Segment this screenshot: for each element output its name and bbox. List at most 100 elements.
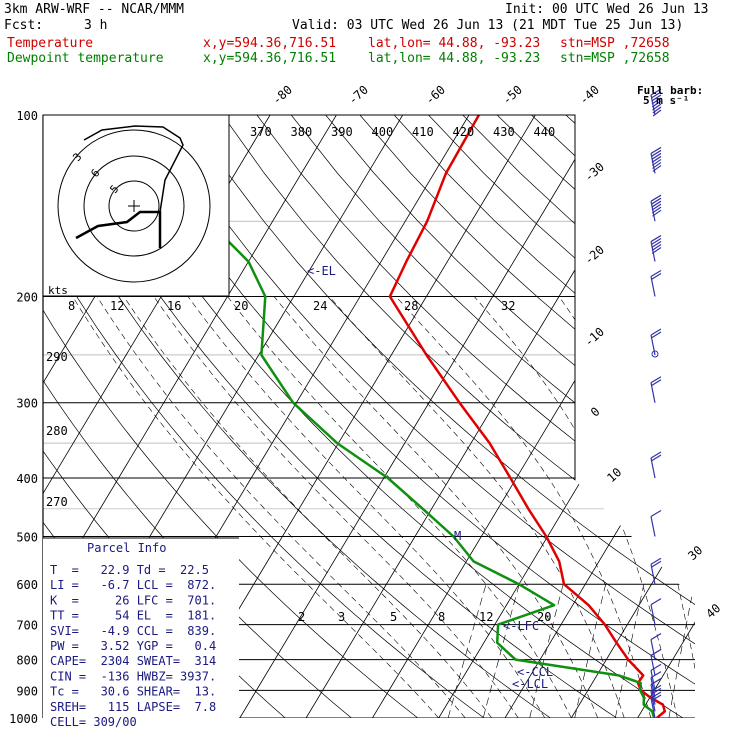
parcel-info-title: Parcel Info [87,541,166,555]
moist-adiabat-line [72,296,439,718]
mixing-ratio-label: 12 [479,610,493,624]
wind-scale-label: 20 [234,299,248,313]
theta-label: 440 [534,125,556,139]
full-barb-label: Full barb: [637,84,703,97]
parcel-info-row: CIN = -136 HWBZ= 3937. [50,669,216,683]
theta-label-left: 290 [46,350,68,364]
dew-xy: x,y=594.36,716.51 [203,51,337,66]
parcel-info-row: K = 26 LFC = 701. [50,593,216,607]
wind-scale-label: 16 [167,299,181,313]
wind-barb-flag [651,94,662,102]
model-title: 3km ARW-WRF -- NCAR/MMM [4,2,185,17]
wind-barb-flag [650,376,662,384]
wind-barb-flag [650,560,662,568]
theta-label: 430 [493,125,515,139]
isotherm-label: 10 [604,465,624,485]
mixing-ratio-line [447,584,487,718]
wind-scale-label: 28 [404,299,418,313]
mixing-ratio-label: 3 [338,610,345,624]
wind-barb-flag [652,109,662,117]
wind-barb [650,146,662,174]
wind-barb-flag [652,106,662,114]
parcel-info-box [43,538,239,718]
wind-barb-flag [650,557,662,565]
moist-adiabat-line [473,296,678,718]
wind-barb [650,235,662,262]
dry-adiabat-line [565,115,695,718]
hodo-unit-label: kts [48,284,68,297]
wind-scale-label: 24 [313,299,327,313]
wind-barb [650,328,662,356]
pressure-label: 900 [16,684,38,698]
ccl-marker: <-CCL [517,665,553,679]
isotherm-label: -30 [582,160,607,185]
dry-adiabat-line [43,115,551,718]
wind-barb-flag [651,203,662,211]
wind-barb-flag [651,155,662,163]
dewpoint-profile [156,115,656,718]
wind-barb [650,376,662,403]
parcel-info-row: TT = 54 EL = 181. [50,609,216,623]
isotherm-line [637,115,695,718]
isotherm-line [239,115,602,718]
mixing-ratio-line [574,584,606,718]
full-barb-units: 5 m s⁻¹ [643,94,689,107]
moist-adiabat-line [187,296,546,718]
wind-barb-flag [650,238,662,246]
parcel-info-row: SREH= 115 LAPSE= 7.8 [50,700,216,714]
pressure-label: 600 [16,578,38,592]
parcel-info-row: CELL= 309/00 [50,715,137,729]
moist-adiabat-line [123,296,492,718]
mixing-ratio-label: 20 [537,610,551,624]
moist-adiabat-line [395,296,652,718]
theta-label: 400 [372,125,394,139]
wind-barb-flag [651,152,662,160]
wind-barb [650,633,662,660]
theta-label: 370 [250,125,272,139]
hodo-ring-outer [57,129,211,283]
wind-barb-flag [650,91,662,99]
parcel-info-row: LI = -6.7 LCL = 872. [50,578,216,592]
temperature-profile [388,115,667,718]
wind-barb-flag [650,328,662,336]
wind-barb [650,598,662,625]
dry-adiabat-line [50,115,617,718]
parcel-info-row: PW = 3.52 YGP = 0.4 [50,639,216,653]
wind-barb [650,557,662,585]
temperature-legend: Temperature [7,36,94,51]
mixing-ratio-line [529,584,564,718]
pressure-label: 100 [16,109,38,123]
el-marker: <-EL [307,264,336,278]
wind-barb-staff [650,639,656,660]
melting-level-marker: M [454,529,461,543]
isotherm-label: -40 [577,83,602,108]
parcel-info-row: T = 22.9 Td = 22.5 [50,563,209,577]
wind-barb-flag [650,273,662,281]
moist-adiabat-line [96,296,466,718]
theta-label: 390 [331,125,353,139]
isotherm-label: -60 [423,83,448,108]
parcel-info-row: CAPE= 2304 SWEAT= 314 [50,654,216,668]
wind-barb-flag [650,331,662,339]
wind-barb-flag [650,451,662,459]
isotherm-line [305,115,669,718]
wind-barb-flag [650,197,662,205]
isotherm-label: -50 [500,83,525,108]
wind-barb [650,270,662,297]
theta-label: 380 [291,125,313,139]
pressure-label: 700 [16,619,38,633]
forecast-label: Fcst: [4,18,44,33]
wind-barb [650,451,662,479]
wind-barb-flag [650,509,662,517]
mixing-ratio-line [482,584,520,718]
dry-adiabat-line [668,115,695,718]
isotherm-label: -80 [270,83,295,108]
wind-barb-flag [650,648,662,656]
wind-scale-label: 8 [68,299,75,313]
wind-barb [650,509,662,537]
pressure-label: 500 [16,530,38,544]
dry-adiabat-line [43,115,485,718]
pressure-label: 800 [16,654,38,668]
isotherm-line [438,115,695,718]
wind-barb [650,648,662,676]
